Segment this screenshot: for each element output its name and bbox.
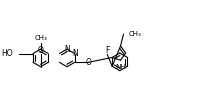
Text: CH₃: CH₃ [128, 31, 140, 37]
Text: F: F [104, 46, 109, 55]
Text: N: N [72, 49, 77, 58]
Text: N: N [64, 45, 69, 54]
Text: O: O [85, 58, 91, 67]
Text: NH: NH [115, 64, 125, 70]
Text: CH₃: CH₃ [34, 35, 47, 41]
Text: HO: HO [2, 49, 13, 58]
Text: O: O [38, 45, 43, 54]
